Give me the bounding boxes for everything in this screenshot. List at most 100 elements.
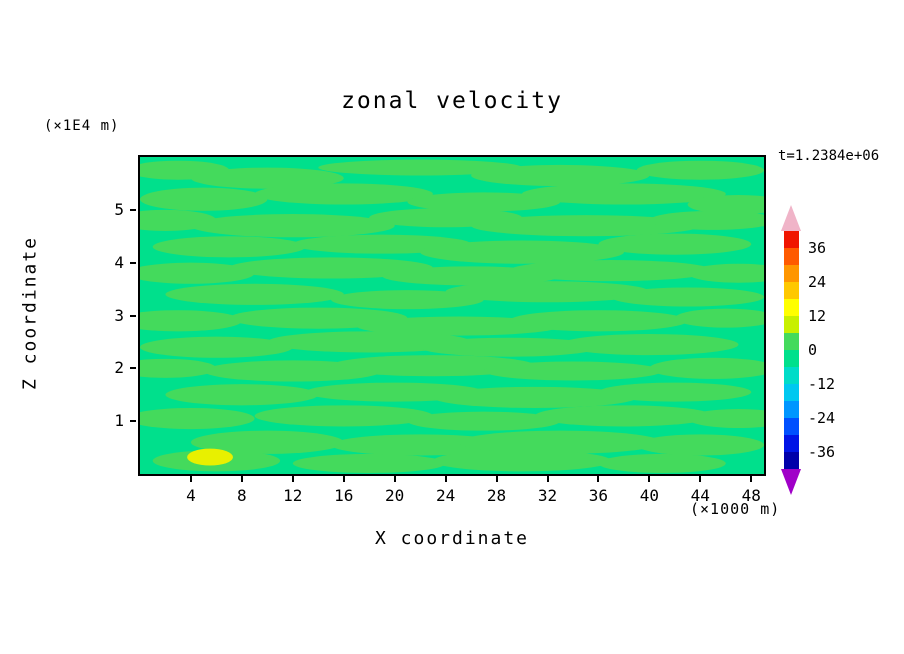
colorbar-segment — [784, 316, 799, 333]
contour-streak — [356, 316, 561, 336]
colorbar-segment — [784, 435, 799, 452]
x-tick-label: 20 — [385, 486, 405, 505]
x-tick-mark — [240, 476, 243, 482]
chart-title: zonal velocity — [341, 88, 563, 114]
colorbar-tick-label: -36 — [808, 443, 836, 461]
x-tick-label: 16 — [334, 486, 354, 505]
contour-streak — [190, 430, 344, 454]
colorbar-segments: 36 24 12 0 -12 -24 -36 — [784, 231, 835, 469]
colorbar-segment — [784, 282, 799, 299]
contour-streak — [649, 210, 764, 230]
x-tick-label: 8 — [237, 486, 247, 505]
x-axis-label: X coordinate — [374, 528, 530, 549]
contour-streak — [687, 409, 764, 429]
contour-streak — [432, 386, 637, 408]
colorbar-segment — [784, 299, 799, 316]
contour-streak — [534, 405, 714, 427]
colorbar-tick-label: 0 — [808, 341, 818, 359]
y-tick-label: 2 — [114, 358, 124, 378]
colorbar-segment — [784, 367, 799, 384]
contour-streak — [598, 453, 726, 473]
contour-streak — [420, 240, 624, 264]
contour-streak — [190, 214, 395, 238]
contour-streak — [140, 262, 255, 284]
contour-streak — [140, 336, 293, 358]
contour-streak — [318, 159, 523, 176]
x-tick-label: 28 — [486, 486, 507, 505]
colorbar-segment — [784, 248, 799, 265]
x-tick-mark — [750, 476, 753, 482]
x-tick-mark — [546, 476, 549, 482]
y-tick-mark — [130, 208, 136, 211]
contour-streak — [407, 192, 561, 212]
x-tick-mark — [495, 476, 498, 482]
y-tick-label: 3 — [114, 305, 124, 325]
contour-streak — [331, 290, 484, 310]
contour-streak — [636, 434, 764, 456]
contour-streak — [140, 187, 268, 211]
contour-streak — [560, 333, 739, 356]
contour-streak — [190, 167, 344, 189]
contour-streak — [165, 384, 319, 406]
y-tick-mark — [130, 314, 136, 317]
colorbar-segment — [784, 265, 799, 282]
contour-streak — [611, 287, 764, 307]
colorbar-tick-label: 36 — [808, 239, 827, 257]
colorbar-segment — [784, 231, 799, 248]
x-tick-label: 32 — [537, 486, 558, 505]
contour-patch — [187, 448, 233, 466]
contour-streak — [598, 382, 752, 402]
contour-streak — [165, 283, 344, 305]
contour-streak — [140, 358, 217, 378]
contour-streak — [152, 236, 306, 258]
contour-streak — [254, 183, 433, 205]
colorbar-segment — [784, 350, 799, 367]
colorbar-segment — [784, 333, 799, 350]
colorbar-tick-label: -24 — [808, 409, 836, 427]
contour-streak — [687, 195, 764, 215]
colorbar-bottom-arrow-icon — [781, 469, 801, 495]
contour-streak — [471, 164, 650, 187]
contour-streak — [292, 453, 446, 473]
contour-field — [140, 157, 764, 474]
x-tick-mark — [597, 476, 600, 482]
colorbar-segment — [784, 452, 799, 469]
x-tick-mark — [444, 476, 447, 482]
colorbar-tick-label: 24 — [808, 273, 827, 291]
contour-streak — [458, 430, 663, 454]
contour-streak — [254, 405, 433, 427]
contour-streak — [140, 310, 242, 332]
contour-streak — [407, 411, 561, 431]
y-tick-mark — [130, 261, 136, 264]
contour-streak — [509, 260, 714, 282]
y-tick-label: 4 — [114, 252, 124, 272]
contour-streak — [471, 215, 701, 237]
contour-streak — [674, 308, 764, 328]
colorbar-tick-label: -12 — [808, 375, 836, 393]
x-tick-label: 40 — [639, 486, 659, 505]
contour-plot-area — [138, 155, 766, 476]
x-tick-mark — [648, 476, 651, 482]
time-stamp-label: t=1.2384e+06 — [778, 148, 880, 164]
contour-streak — [522, 183, 726, 205]
x-tick-mark — [291, 476, 294, 482]
x-tick-mark — [189, 476, 192, 482]
y-axis-label: Z coordinate — [19, 235, 41, 391]
contour-streak — [432, 450, 612, 472]
x-tick-mark — [699, 476, 702, 482]
x-tick-label: 36 — [588, 486, 609, 505]
contour-streak — [140, 407, 255, 430]
contour-streak — [445, 281, 650, 303]
colorbar-top-arrow-icon — [781, 205, 801, 231]
x-axis-unit-label: (×1000 m) — [690, 500, 781, 518]
x-tick-label: 12 — [283, 486, 303, 505]
contour-streak — [483, 361, 663, 381]
colorbar-segment — [784, 401, 799, 418]
colorbar-segment — [784, 418, 799, 435]
contour-streak — [509, 310, 688, 332]
y-tick-label: 1 — [114, 411, 124, 431]
colorbar-tick-label: 12 — [808, 307, 827, 325]
contour-streak — [636, 160, 764, 180]
y-tick-label: 5 — [114, 199, 124, 219]
colorbar-segment — [784, 384, 799, 401]
